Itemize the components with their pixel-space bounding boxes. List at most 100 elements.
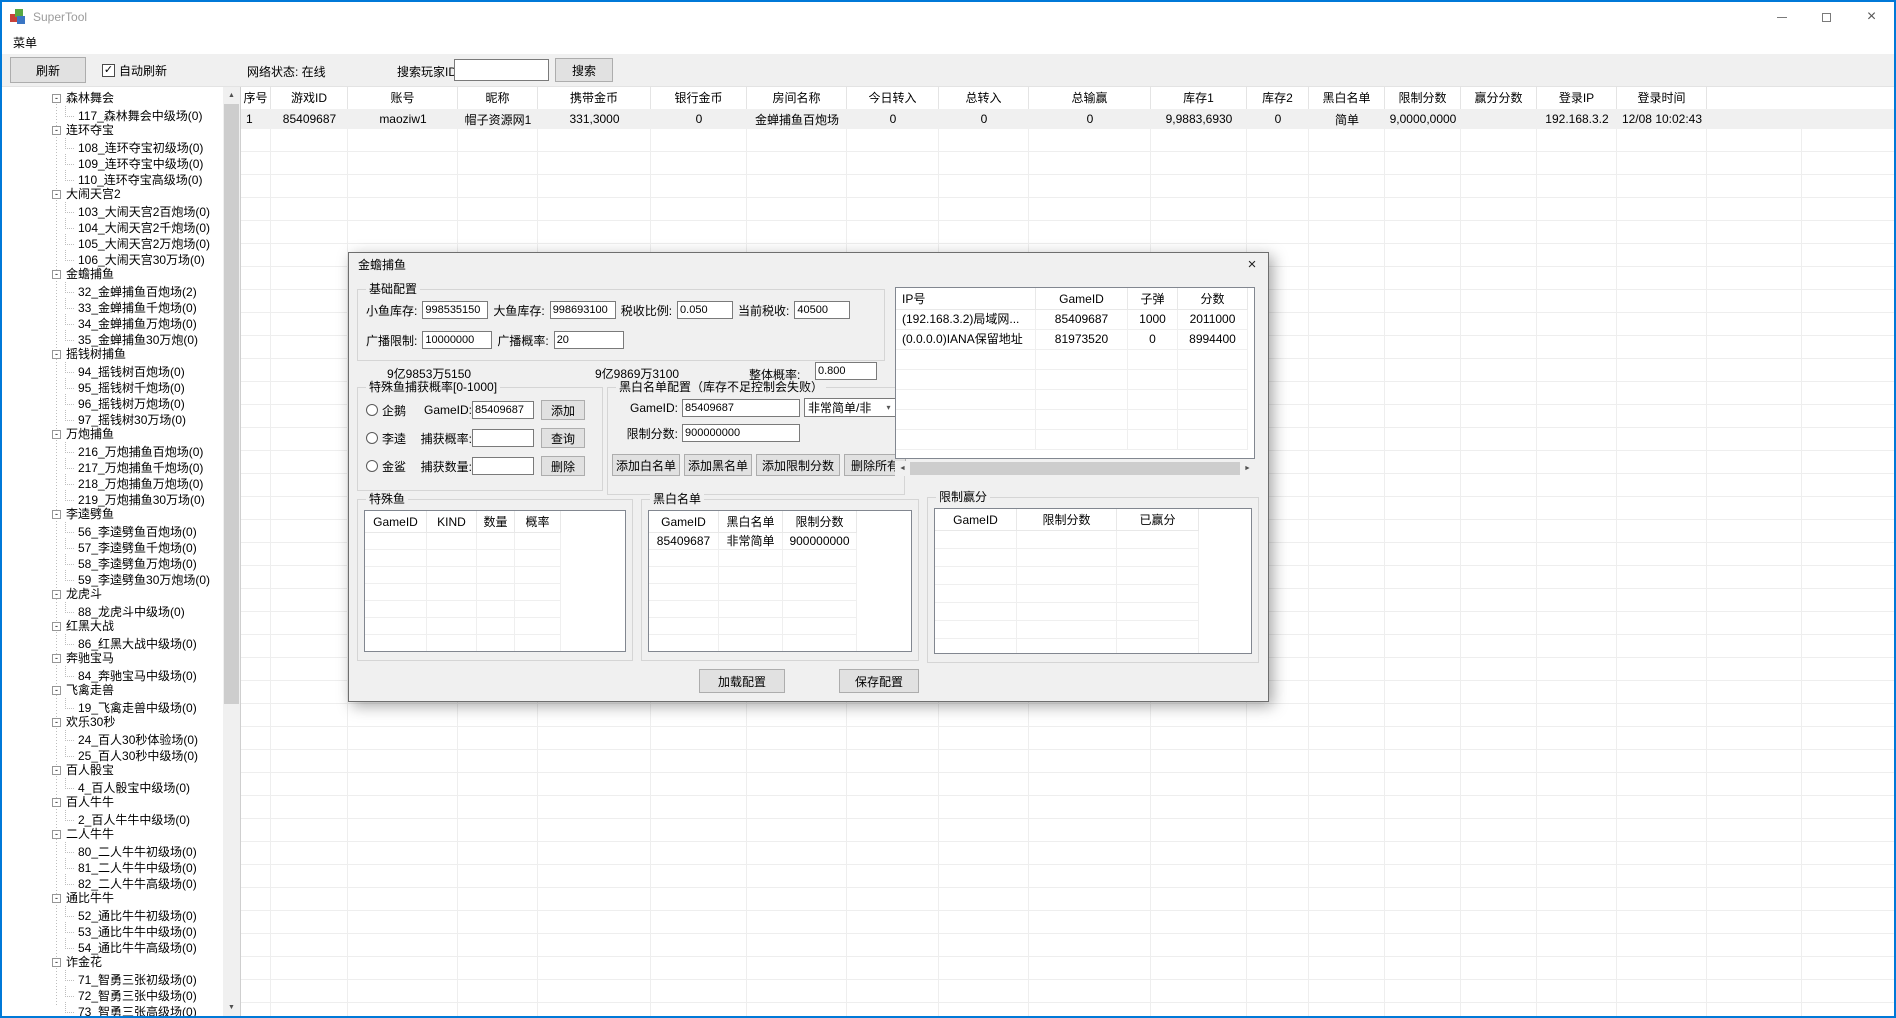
tree-group[interactable]: - 欢乐30秒 bbox=[2, 714, 223, 730]
tree-item[interactable]: 25_百人30秒中级场(0) bbox=[2, 746, 223, 763]
collapse-icon[interactable]: - bbox=[52, 654, 61, 663]
add-button[interactable]: 添加 bbox=[541, 400, 585, 420]
tree-item[interactable]: 84_奔驰宝马中级场(0) bbox=[2, 666, 223, 683]
column-header[interactable]: 黑白名单 bbox=[1309, 87, 1385, 109]
tree-item[interactable]: 88_龙虎斗中级场(0) bbox=[2, 602, 223, 619]
tree-item[interactable]: 57_李逵劈鱼千炮场(0) bbox=[2, 538, 223, 555]
column-header[interactable]: 登录IP bbox=[1537, 87, 1617, 109]
radio-penguin[interactable] bbox=[366, 404, 378, 416]
column-header[interactable]: 库存2 bbox=[1247, 87, 1309, 109]
small-fish-stock-input[interactable] bbox=[422, 301, 489, 319]
delete-all-button[interactable]: 删除所有 bbox=[844, 454, 906, 476]
tree-item[interactable]: 73_智勇三张高级场(0) bbox=[2, 1002, 223, 1016]
column-header[interactable]: 昵称 bbox=[458, 87, 538, 109]
save-config-button[interactable]: 保存配置 bbox=[839, 669, 919, 693]
scroll-right-icon[interactable]: ► bbox=[1244, 465, 1251, 472]
column-header[interactable]: KIND bbox=[427, 511, 477, 533]
menu-item-main[interactable]: 菜单 bbox=[13, 36, 38, 50]
column-header[interactable]: 限制分数 bbox=[1017, 509, 1117, 531]
collapse-icon[interactable]: - bbox=[52, 94, 61, 103]
column-header[interactable]: 登录时间 bbox=[1617, 87, 1707, 109]
tree-group[interactable]: - 奔驰宝马 bbox=[2, 650, 223, 666]
tree-item[interactable]: 81_二人牛牛中级场(0) bbox=[2, 858, 223, 875]
collapse-icon[interactable]: - bbox=[52, 190, 61, 199]
search-player-input[interactable] bbox=[454, 59, 549, 81]
tree-item[interactable]: 94_摇钱树百炮场(0) bbox=[2, 362, 223, 379]
collapse-icon[interactable]: - bbox=[52, 686, 61, 695]
scrollbar-thumb[interactable] bbox=[224, 104, 239, 704]
collapse-icon[interactable]: - bbox=[52, 350, 61, 359]
column-header[interactable]: 账号 bbox=[348, 87, 458, 109]
column-header[interactable]: 概率 bbox=[515, 511, 561, 533]
tree-item[interactable]: 54_通比牛牛高级场(0) bbox=[2, 938, 223, 955]
tree-item[interactable]: 106_大闹天宫30万场(0) bbox=[2, 250, 223, 267]
radio-goldshark[interactable] bbox=[366, 460, 378, 472]
tree-item[interactable]: 104_大闹天宫2千炮场(0) bbox=[2, 218, 223, 235]
load-config-button[interactable]: 加载配置 bbox=[699, 669, 785, 693]
column-header[interactable]: 限制分数 bbox=[1385, 87, 1461, 109]
tree-group[interactable]: - 龙虎斗 bbox=[2, 586, 223, 602]
tree-item[interactable]: 53_通比牛牛中级场(0) bbox=[2, 922, 223, 939]
tree-item[interactable]: 2_百人牛牛中级场(0) bbox=[2, 810, 223, 827]
close-button[interactable]: × bbox=[1849, 2, 1894, 32]
collapse-icon[interactable]: - bbox=[52, 590, 61, 599]
column-header[interactable]: GameID bbox=[1036, 288, 1128, 310]
refresh-button[interactable]: 刷新 bbox=[10, 57, 86, 83]
special-gameid-input[interactable] bbox=[472, 401, 534, 419]
tree-group[interactable]: - 李逵劈鱼 bbox=[2, 506, 223, 522]
query-button[interactable]: 查询 bbox=[541, 428, 585, 448]
tree-item[interactable]: 217_万炮捕鱼千炮场(0) bbox=[2, 458, 223, 475]
collapse-icon[interactable]: - bbox=[52, 622, 61, 631]
collapse-icon[interactable]: - bbox=[52, 126, 61, 135]
collapse-icon[interactable]: - bbox=[52, 894, 61, 903]
big-fish-stock-input[interactable] bbox=[549, 301, 616, 319]
column-header[interactable]: GameID bbox=[649, 511, 719, 533]
column-header[interactable]: 今日转入 bbox=[847, 87, 939, 109]
tree-group[interactable]: - 百人骰宝 bbox=[2, 762, 223, 778]
collapse-icon[interactable]: - bbox=[52, 830, 61, 839]
tree-item[interactable]: 71_智勇三张初级场(0) bbox=[2, 970, 223, 987]
tree-item[interactable]: 216_万炮捕鱼百炮场(0) bbox=[2, 442, 223, 459]
tree-group[interactable]: - 诈金花 bbox=[2, 954, 223, 970]
tree-scrollbar[interactable]: ▲ ▼ bbox=[223, 87, 240, 1016]
tree-item[interactable]: 105_大闹天宫2万炮场(0) bbox=[2, 234, 223, 251]
overall-prob-input[interactable] bbox=[815, 362, 877, 380]
tree-group[interactable]: - 金蟾捕鱼 bbox=[2, 266, 223, 282]
bw-gameid-input[interactable] bbox=[682, 398, 800, 417]
scroll-down-icon[interactable]: ▼ bbox=[228, 1004, 235, 1011]
tree-item[interactable]: 59_李逵劈鱼30万炮场(0) bbox=[2, 570, 223, 587]
scrollbar-thumb[interactable] bbox=[910, 462, 1240, 475]
tree-item[interactable]: 35_金蝉捕鱼30万炮(0) bbox=[2, 330, 223, 347]
tree-item[interactable]: 103_大闹天宫2百炮场(0) bbox=[2, 202, 223, 219]
list-row[interactable]: (0.0.0.0)IANA保留地址 81973520 0 8994400 bbox=[896, 330, 1254, 350]
list-row[interactable]: 85409687 非常简单 900000000 bbox=[649, 533, 911, 550]
column-header[interactable]: IP号 bbox=[896, 288, 1036, 310]
column-header[interactable]: 总转入 bbox=[939, 87, 1029, 109]
minimize-button[interactable] bbox=[1759, 2, 1804, 32]
collapse-icon[interactable]: - bbox=[52, 718, 61, 727]
scroll-left-icon[interactable]: ◄ bbox=[899, 465, 906, 472]
tree-item[interactable]: 86_红黑大战中级场(0) bbox=[2, 634, 223, 651]
tree-item[interactable]: 19_飞禽走兽中级场(0) bbox=[2, 698, 223, 715]
column-header[interactable]: 房间名称 bbox=[747, 87, 847, 109]
radio-likui[interactable] bbox=[366, 432, 378, 444]
tree-item[interactable]: 4_百人骰宝中级场(0) bbox=[2, 778, 223, 795]
tree-group[interactable]: - 飞禽走兽 bbox=[2, 682, 223, 698]
tree-item[interactable]: 108_连环夺宝初级场(0) bbox=[2, 138, 223, 155]
tree-item[interactable]: 82_二人牛牛高级场(0) bbox=[2, 874, 223, 891]
column-header[interactable]: 序号 bbox=[241, 87, 271, 109]
difficulty-dropdown[interactable]: 非常简单/非 ▾ bbox=[804, 398, 896, 417]
ip-list-hscrollbar[interactable]: ◄ ► bbox=[895, 461, 1255, 476]
tree-item[interactable]: 109_连环夺宝中级场(0) bbox=[2, 154, 223, 171]
tree-item[interactable]: 95_摇钱树千炮场(0) bbox=[2, 378, 223, 395]
tree-item[interactable]: 34_金蝉捕鱼万炮场(0) bbox=[2, 314, 223, 331]
column-header[interactable]: 分数 bbox=[1178, 288, 1248, 310]
tree-item[interactable]: 80_二人牛牛初级场(0) bbox=[2, 842, 223, 859]
collapse-icon[interactable]: - bbox=[52, 270, 61, 279]
auto-refresh-checkbox[interactable]: ✓ 自动刷新 bbox=[102, 62, 167, 79]
column-header[interactable]: 黑白名单 bbox=[719, 511, 783, 533]
tree-item[interactable]: 218_万炮捕鱼万炮场(0) bbox=[2, 474, 223, 491]
delete-button[interactable]: 删除 bbox=[541, 456, 585, 476]
tree-item[interactable]: 219_万炮捕鱼30万场(0) bbox=[2, 490, 223, 507]
search-button[interactable]: 搜索 bbox=[555, 58, 613, 82]
